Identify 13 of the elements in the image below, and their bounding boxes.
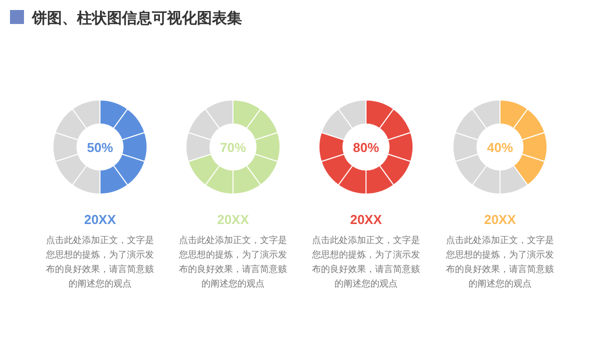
text: 70%: [220, 140, 246, 155]
text: 点击此处添加正文，文字是您思想的提炼，为了演示发布的良好效果，请言简意赅的阐述您的观点: [45, 235, 154, 288]
text: 点击此处添加正文，文字是您思想的提炼，为了演示发布的良好效果，请言简意赅的阐述您的观点: [178, 235, 287, 288]
text: 20XX: [350, 212, 382, 227]
chart-subtitle: 饼图、柱状图信息可视化图表集: [31, 10, 242, 27]
text: 20XX: [484, 212, 516, 227]
text: 50%: [86, 140, 114, 155]
text: 点击此处添加正文，文字是您思想的提炼，为了演示发布的良好效果，请言简意赅的阐述您的观点: [445, 235, 554, 288]
text: 20XX: [217, 212, 250, 227]
text: 20XX: [84, 212, 116, 227]
text: 40%: [486, 140, 514, 155]
text: 点击此处添加正文，文字是您思想的提炼，为了演示发布的良好效果，请言简意赅的阐述您的观点: [311, 235, 420, 288]
text: 80%: [352, 140, 380, 155]
